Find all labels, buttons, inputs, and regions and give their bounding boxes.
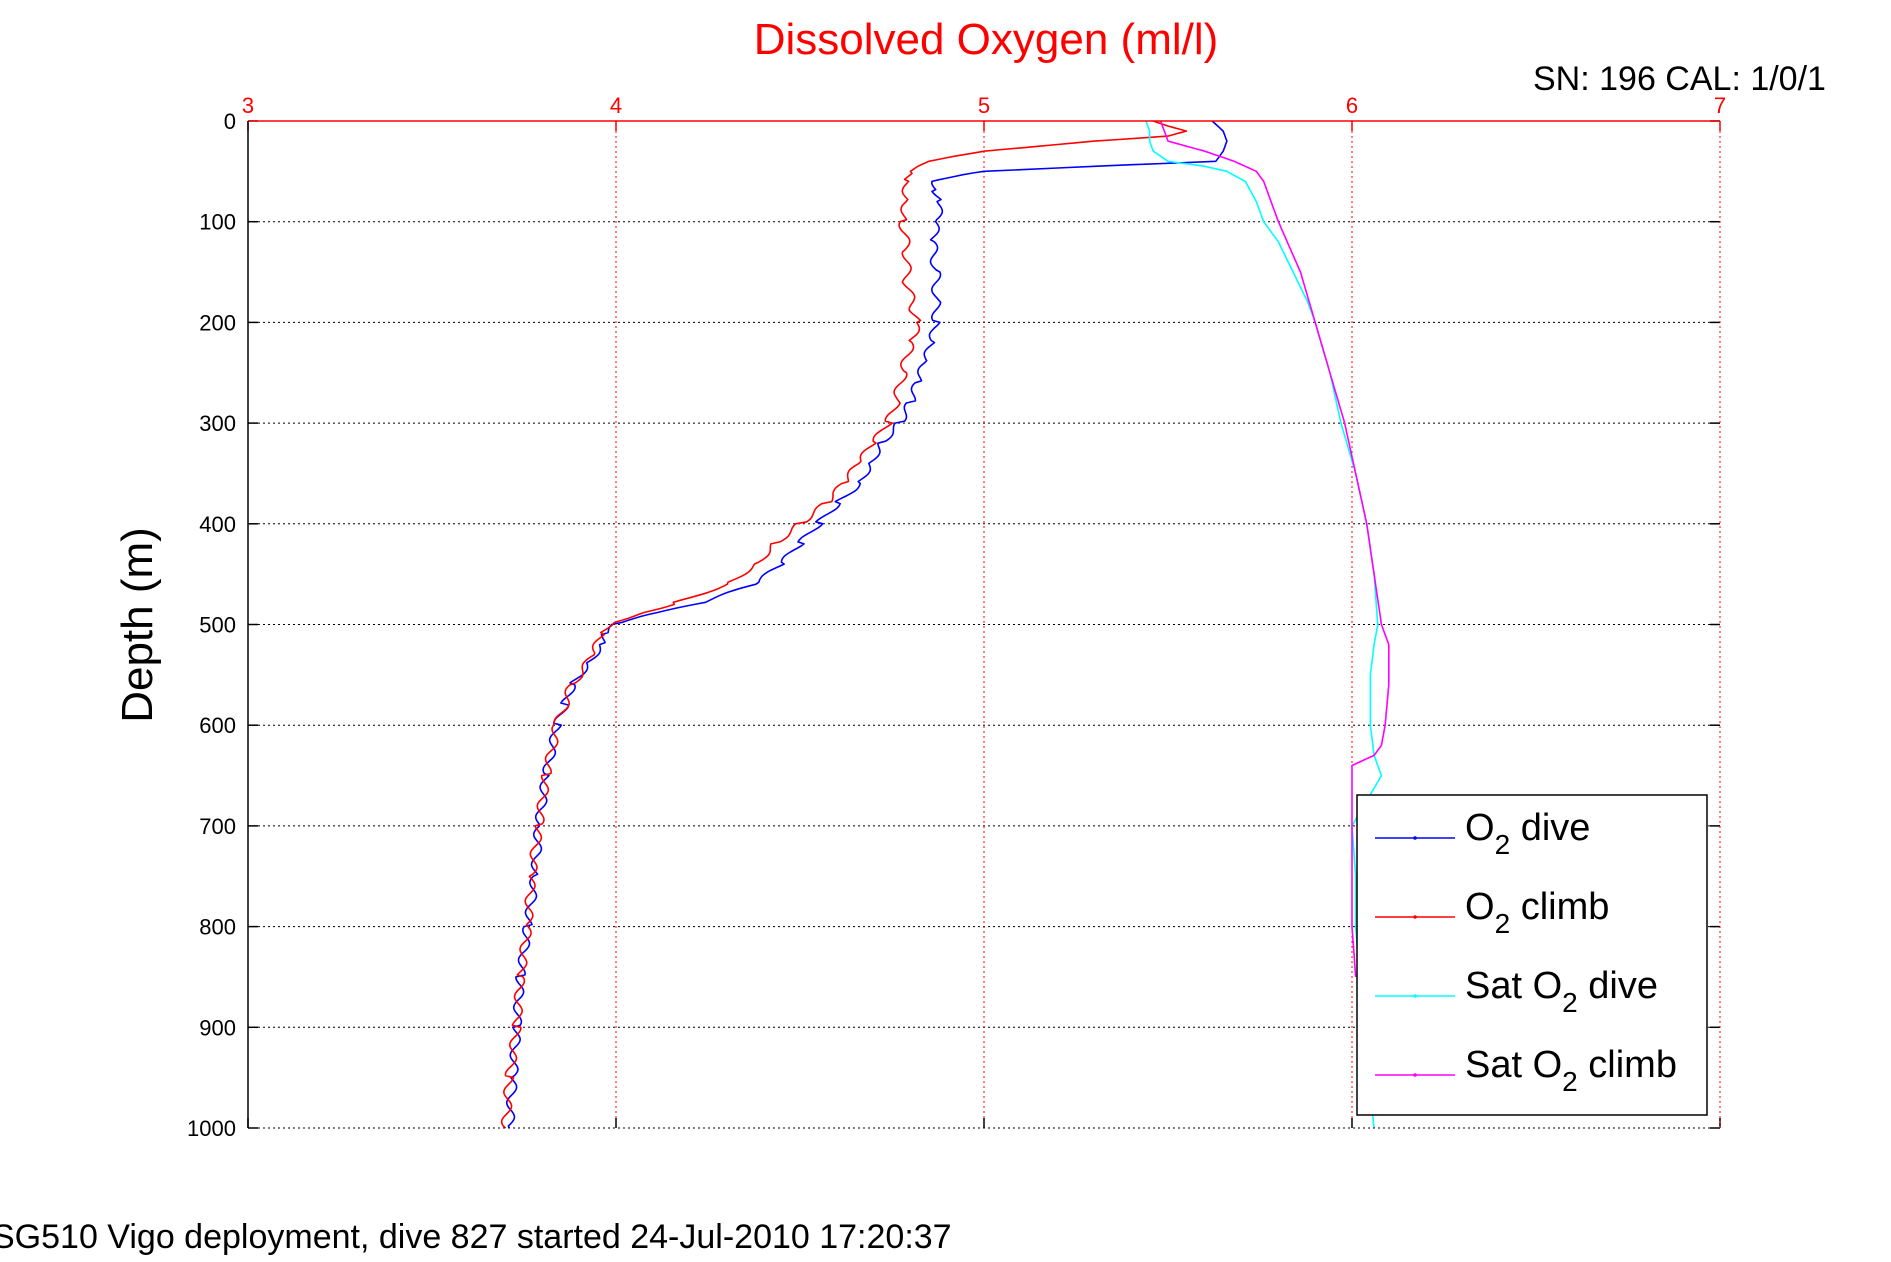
y-axis-label: Depth (m): [113, 527, 162, 723]
footer-text: SG510 Vigo deployment, dive 827 started …: [0, 1218, 952, 1256]
x-tick-label: 5: [978, 93, 990, 118]
corner-text: SN: 196 CAL: 1/0/1: [1533, 60, 1826, 98]
y-tick-label: 500: [199, 613, 236, 638]
legend-label-sub: 2: [1495, 829, 1511, 860]
y-tick-label: 600: [199, 713, 236, 738]
x-tick-label: 6: [1346, 93, 1358, 118]
legend-marker: [1413, 1073, 1417, 1077]
y-tick-label: 900: [199, 1015, 236, 1040]
legend-label-suffix: climb: [1578, 1044, 1677, 1086]
legend-marker: [1413, 915, 1417, 919]
series-line-o2-climb: [500, 120, 1188, 1129]
y-tick-label: 100: [199, 210, 236, 235]
legend-label-base: Sat O: [1465, 1044, 1562, 1086]
legend-label: Sat O2 climb: [1465, 1044, 1677, 1097]
legend-marker: [1413, 836, 1417, 840]
legend-label-suffix: dive: [1510, 807, 1590, 849]
legend-box: [1356, 794, 1708, 1116]
y-tick-label: 700: [199, 814, 236, 839]
x-tick-label: 4: [610, 93, 622, 118]
legend-label: Sat O2 dive: [1465, 965, 1658, 1018]
legend-marker: [1413, 994, 1417, 998]
y-tick-label: 300: [199, 411, 236, 436]
axes: 0 100 200 300 400 500 600 700 800 900 1000 3 4 5 6 7: [187, 93, 1726, 1141]
y-tick-label: 400: [199, 512, 236, 537]
legend-label-base: O: [1465, 807, 1495, 849]
legend-label-base: Sat O: [1465, 965, 1562, 1007]
y-tick-label: 1000: [187, 1116, 236, 1141]
y-tick-label: 200: [199, 310, 236, 335]
y-tick-label: 0: [224, 109, 236, 134]
legend-label: O2 climb: [1465, 886, 1609, 939]
legend-label: O2 dive: [1465, 807, 1590, 860]
y-tick-label: 800: [199, 915, 236, 940]
x-tick-label: 3: [242, 93, 254, 118]
legend-label-sub: 2: [1562, 987, 1578, 1018]
legend-label-suffix: dive: [1578, 965, 1658, 1007]
legend-label-base: O: [1465, 886, 1495, 928]
legend-label-sub: 2: [1495, 908, 1511, 939]
x-tick-label: 7: [1714, 93, 1726, 118]
series-line-sat-o2-climb: [1159, 120, 1390, 977]
legend-label-suffix: climb: [1510, 886, 1609, 928]
legend-label-sub: 2: [1562, 1066, 1578, 1097]
chart-title: Dissolved Oxygen (ml/l): [754, 15, 1219, 64]
series-line-o2-dive: [505, 120, 1228, 1129]
